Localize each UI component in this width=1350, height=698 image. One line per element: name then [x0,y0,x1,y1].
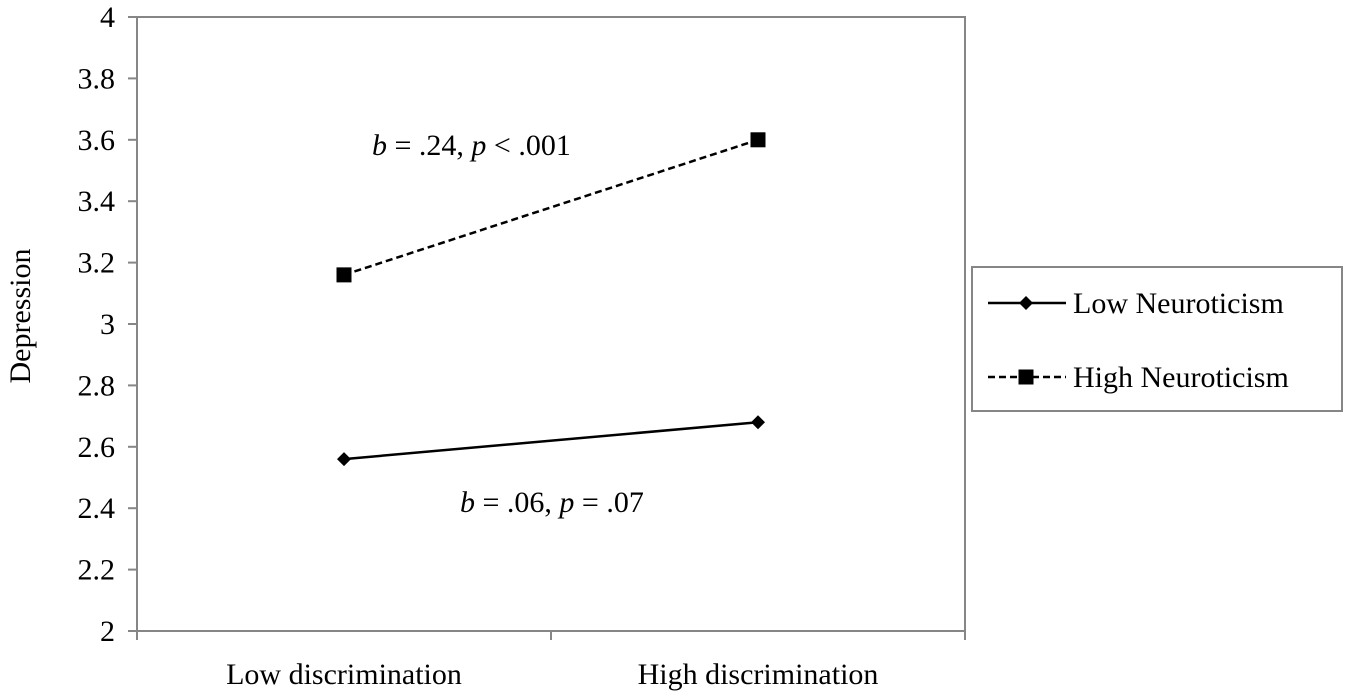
annotation-p-symbol: p [557,486,574,519]
series-layer [336,132,766,467]
y-tick-label: 3.4 [78,185,116,218]
annotation-p-text: < .001 [486,129,570,162]
x-tick-label: Low discrimination [226,658,462,691]
legend-label: Low Neuroticism [1073,287,1284,320]
series-line [343,420,759,461]
y-tick-label: 2.8 [78,369,116,402]
legend-marker [1018,369,1034,385]
legend-marker [1019,296,1033,310]
annotation-p-text: = .07 [574,486,643,519]
annotation-b-symbol: b [460,486,475,519]
annotation-b-text: = .06, [475,486,559,519]
y-tick-label: 3.6 [78,124,116,157]
plot-frame [136,16,966,632]
y-tick-label: 2 [100,615,115,648]
legend: Low Neuroticism High Neuroticism [971,266,1343,412]
annotation-b-text: = .24, [387,129,471,162]
y-tick-label: 4 [100,1,115,34]
annotation-low-neuroticism: b = .06, p = .07 [460,486,644,519]
data-point [336,267,352,283]
legend-item: High Neuroticism [988,361,1289,394]
legend-label: High Neuroticism [1073,361,1289,394]
y-tick-label: 2.2 [78,554,116,587]
annotation-p-symbol: p [469,129,486,162]
annotation-b-symbol: b [372,129,387,162]
x-axis: Low discrimination High discrimination [136,630,966,691]
y-tick-label: 3.2 [78,247,116,280]
y-tick-label: 3.8 [78,62,116,95]
annotation-high-neuroticism: b = .24, p < .001 [372,129,571,162]
plot-area [136,16,966,632]
y-tick-label: 3 [100,308,115,341]
legend-box [971,266,1343,412]
data-point [750,132,766,148]
y-tick-label: 2.6 [78,431,116,464]
y-axis: 2 2.2 2.4 2.6 2.8 3 3.2 3.4 3.6 3.8 4 [78,1,138,648]
data-point [337,452,351,467]
series-low-neuroticism [337,415,765,467]
x-tick-label: High discrimination [638,658,879,691]
annotations: b = .24, p < .001 b = .06, p = .07 [372,129,644,519]
y-tick-label: 2.4 [78,492,116,525]
data-point [751,415,765,430]
series-high-neuroticism [336,132,766,283]
series-line [343,138,759,277]
legend-item: Low Neuroticism [988,287,1284,320]
y-axis-label: Depression [4,249,37,384]
